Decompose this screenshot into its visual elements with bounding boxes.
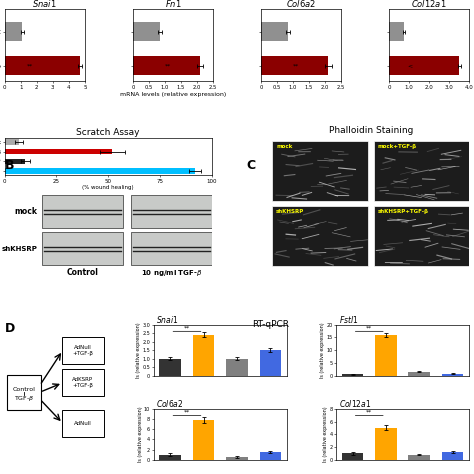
- Title: $\mathit{Col6a2}$: $\mathit{Col6a2}$: [286, 0, 316, 9]
- Text: $\mathit{Snai1}$: $\mathit{Snai1}$: [156, 314, 179, 325]
- Text: TGF-$\beta$: TGF-$\beta$: [14, 394, 34, 403]
- Text: **: **: [184, 326, 190, 331]
- Text: Control: Control: [12, 387, 35, 392]
- Bar: [375, 335, 397, 376]
- Bar: [409, 455, 430, 460]
- Text: **: **: [293, 64, 299, 68]
- Bar: [389, 56, 459, 75]
- Text: C: C: [246, 159, 255, 172]
- Bar: [389, 22, 404, 41]
- Bar: [342, 454, 364, 460]
- Bar: [133, 56, 200, 75]
- FancyBboxPatch shape: [62, 337, 104, 364]
- Bar: [133, 22, 160, 41]
- Text: mock+TGF-β: mock+TGF-β: [378, 144, 417, 149]
- Y-axis label: ls (relative expression): ls (relative expression): [137, 407, 143, 462]
- Bar: [193, 420, 215, 460]
- Text: 10 ng/ml TGF-$\beta$: 10 ng/ml TGF-$\beta$: [141, 268, 202, 278]
- Bar: [375, 428, 397, 460]
- Bar: [5, 159, 26, 164]
- Bar: [5, 149, 112, 155]
- Text: shKHSRP: shKHSRP: [276, 209, 304, 214]
- FancyBboxPatch shape: [374, 206, 469, 266]
- Text: AdNull
+TGF-β: AdNull +TGF-β: [73, 345, 93, 356]
- Title: Scratch Assay: Scratch Assay: [76, 128, 140, 137]
- Polygon shape: [131, 232, 211, 265]
- Bar: [5, 22, 22, 41]
- Text: **: **: [184, 410, 190, 415]
- Y-axis label: ls (relative expression): ls (relative expression): [323, 407, 328, 462]
- Polygon shape: [131, 195, 211, 228]
- Bar: [5, 56, 80, 75]
- FancyBboxPatch shape: [374, 141, 469, 201]
- Bar: [442, 452, 464, 460]
- Text: D: D: [5, 322, 15, 335]
- Bar: [409, 372, 430, 376]
- Text: **: **: [366, 410, 373, 415]
- Title: $\mathit{Col12a1}$: $\mathit{Col12a1}$: [411, 0, 447, 9]
- FancyBboxPatch shape: [62, 369, 104, 396]
- Text: shKHSRP: shKHSRP: [2, 246, 38, 252]
- Text: Control: Control: [66, 268, 98, 277]
- Bar: [259, 452, 281, 460]
- Bar: [159, 359, 181, 376]
- Bar: [259, 350, 281, 376]
- Bar: [5, 139, 19, 145]
- Bar: [342, 374, 364, 376]
- Text: RT-qPCR: RT-qPCR: [252, 320, 289, 329]
- Text: AdKSRP
+TGF-β: AdKSRP +TGF-β: [72, 377, 93, 388]
- Bar: [261, 22, 288, 41]
- Text: **: **: [366, 326, 373, 331]
- Bar: [193, 335, 215, 376]
- FancyBboxPatch shape: [62, 410, 104, 437]
- Title: Phalloidin Staining: Phalloidin Staining: [328, 127, 413, 136]
- Text: mock: mock: [15, 207, 38, 216]
- Text: mock: mock: [276, 144, 292, 149]
- Polygon shape: [42, 232, 123, 265]
- FancyBboxPatch shape: [7, 374, 41, 410]
- Bar: [159, 455, 181, 460]
- Text: **: **: [165, 64, 171, 68]
- Text: **: **: [27, 64, 33, 68]
- Text: shKHSRP+TGF-β: shKHSRP+TGF-β: [378, 209, 428, 214]
- Text: $\mathit{Fstl1}$: $\mathit{Fstl1}$: [338, 314, 358, 325]
- Text: $\mathit{Col6a2}$: $\mathit{Col6a2}$: [156, 398, 184, 409]
- Title: $\mathit{Snai1}$: $\mathit{Snai1}$: [33, 0, 57, 9]
- FancyBboxPatch shape: [272, 206, 368, 266]
- Text: $\mathit{Col12a1}$: $\mathit{Col12a1}$: [338, 398, 371, 409]
- X-axis label: (% wound healing): (% wound healing): [82, 185, 134, 191]
- Bar: [442, 374, 464, 376]
- Text: <: <: [408, 64, 413, 68]
- Title: $\mathit{Fn1}$: $\mathit{Fn1}$: [164, 0, 181, 9]
- Text: AdNull: AdNull: [74, 421, 91, 426]
- Bar: [261, 56, 328, 75]
- Bar: [226, 359, 248, 376]
- Bar: [5, 168, 195, 174]
- Bar: [226, 457, 248, 460]
- Y-axis label: ls (relative expression): ls (relative expression): [136, 322, 141, 378]
- Text: B: B: [5, 159, 14, 172]
- FancyBboxPatch shape: [272, 141, 368, 201]
- X-axis label: mRNA levels (relative expression): mRNA levels (relative expression): [120, 92, 226, 98]
- Polygon shape: [42, 195, 123, 228]
- Y-axis label: ls (relative expression): ls (relative expression): [320, 322, 325, 378]
